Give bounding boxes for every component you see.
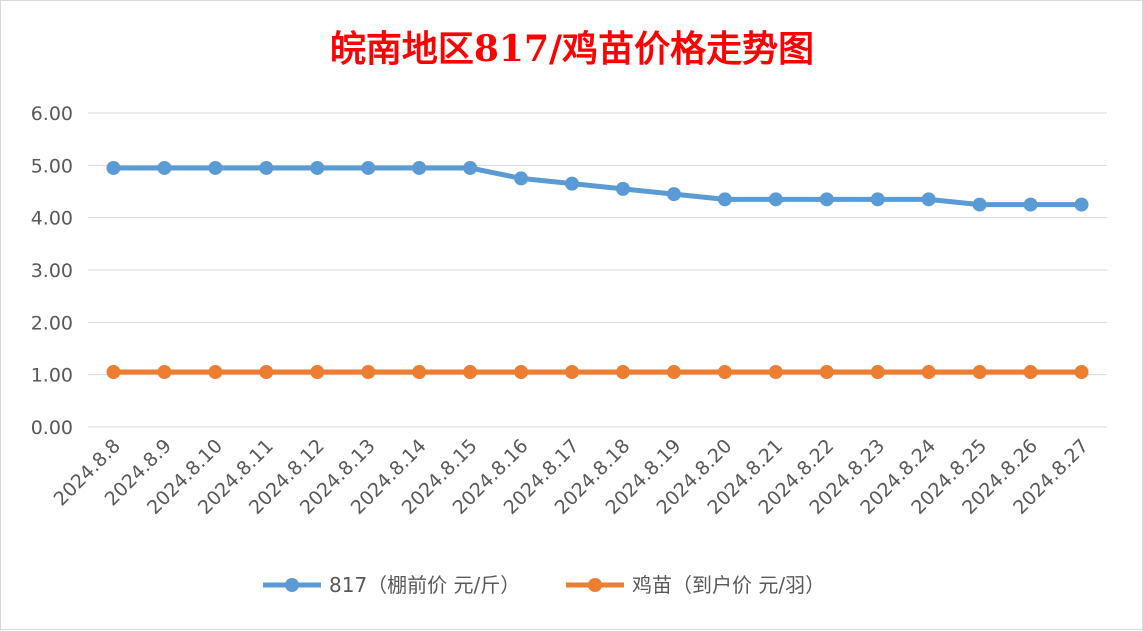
y-tick-label: 0.00 (31, 417, 73, 439)
series-1 (106, 365, 1089, 380)
data-point (514, 171, 529, 186)
data-point (870, 365, 885, 380)
data-point (870, 192, 885, 207)
y-axis-ticks: 0.00 1.00 2.00 3.00 4.00 5.00 6.00 (31, 103, 73, 439)
y-tick-label: 6.00 (31, 103, 73, 125)
data-point (361, 365, 376, 380)
data-point (157, 160, 172, 175)
data-point (921, 192, 936, 207)
data-point (208, 160, 223, 175)
data-point (565, 365, 580, 380)
data-point (666, 365, 681, 380)
data-point (361, 160, 376, 175)
data-point (1074, 365, 1089, 380)
data-point (565, 176, 580, 191)
data-point (819, 365, 834, 380)
legend: 817（棚前价 元/斤） 鸡苗（到户价 元/羽） (263, 573, 825, 597)
data-point (768, 365, 783, 380)
data-point (514, 365, 529, 380)
data-point (615, 365, 630, 380)
data-point (1023, 365, 1038, 380)
chart-title: 皖南地区817/鸡苗价格走势图 (330, 28, 814, 70)
data-point (412, 160, 427, 175)
y-tick-label: 5.00 (31, 155, 73, 177)
y-tick-label: 3.00 (31, 260, 73, 282)
data-point (157, 365, 172, 380)
data-point (819, 192, 834, 207)
x-axis-ticks: 2024.8.82024.8.92024.8.102024.8.112024.8… (50, 435, 1093, 519)
data-point (1074, 197, 1089, 212)
data-point (106, 365, 121, 380)
series-0 (106, 160, 1089, 212)
data-point (768, 192, 783, 207)
legend-label: 817（棚前价 元/斤） (329, 573, 520, 597)
y-tick-label: 1.00 (31, 365, 73, 387)
data-point (463, 365, 478, 380)
data-point (106, 160, 121, 175)
data-point (717, 365, 732, 380)
y-tick-label: 2.00 (31, 312, 73, 334)
series-layer (106, 160, 1089, 380)
data-point (310, 160, 325, 175)
data-point (208, 365, 223, 380)
data-point (259, 160, 274, 175)
legend-swatch-marker (285, 578, 299, 592)
gridlines (88, 112, 1107, 428)
data-point (412, 365, 427, 380)
legend-label: 鸡苗（到户价 元/羽） (632, 573, 825, 597)
y-tick-label: 4.00 (31, 208, 73, 230)
legend-item: 817（棚前价 元/斤） (263, 573, 520, 597)
data-point (666, 187, 681, 202)
data-point (972, 365, 987, 380)
data-point (717, 192, 732, 207)
data-point (259, 365, 274, 380)
data-point (615, 181, 630, 196)
series-line (110, 165, 1085, 208)
legend-swatch-marker (588, 578, 602, 592)
data-point (463, 160, 478, 175)
data-point (921, 365, 936, 380)
data-point (310, 365, 325, 380)
data-point (972, 197, 987, 212)
data-point (1023, 197, 1038, 212)
legend-item: 鸡苗（到户价 元/羽） (566, 573, 825, 597)
